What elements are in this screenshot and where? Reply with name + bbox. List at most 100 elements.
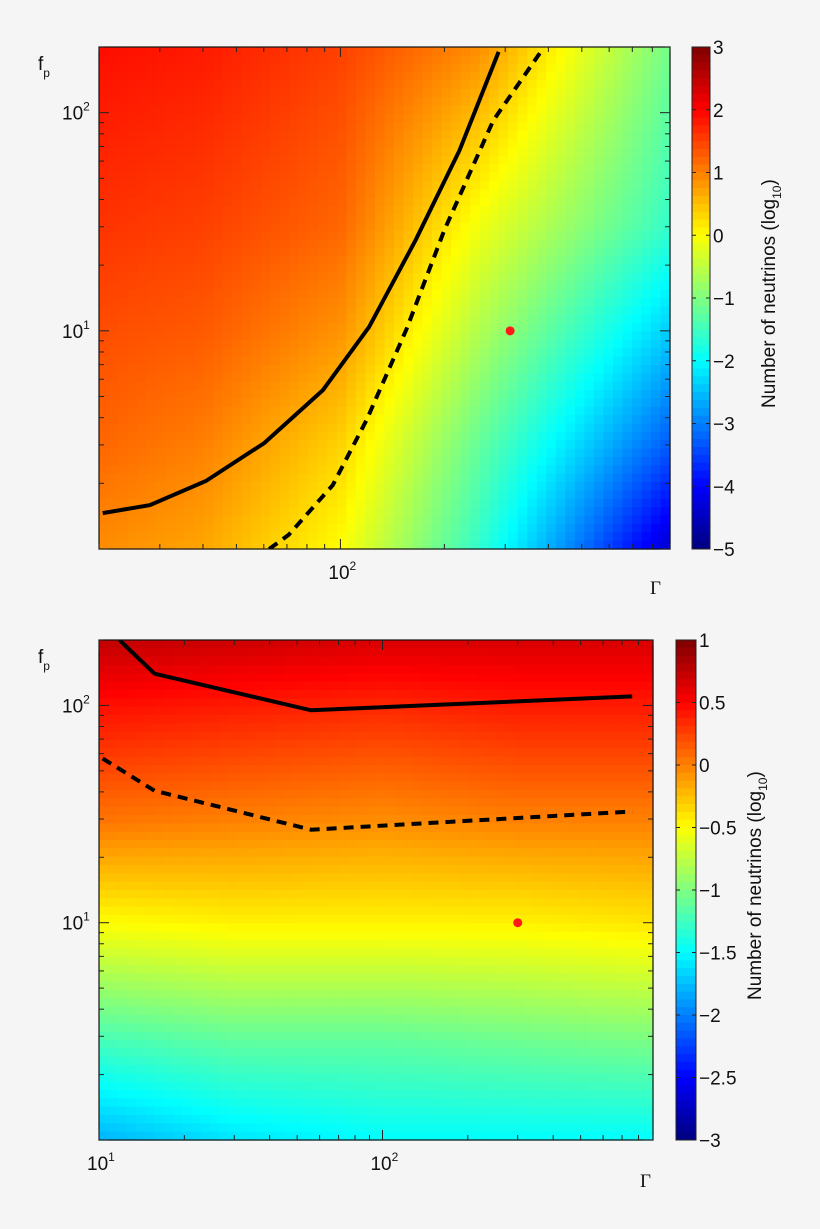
heatmap-cell	[99, 765, 109, 774]
heatmap-cell	[355, 440, 367, 450]
heatmap-cell	[441, 415, 452, 425]
heatmap-cell	[232, 180, 243, 190]
heatmap-cell	[432, 113, 443, 123]
heatmap-cell	[175, 47, 186, 56]
heatmap-cell	[403, 498, 414, 508]
heatmap-cell	[460, 515, 471, 525]
heatmap-cell	[489, 423, 500, 433]
heatmap-cell	[546, 231, 557, 241]
heatmap-cell	[126, 965, 137, 974]
heatmap-cell	[127, 63, 138, 73]
heatmap-cell	[460, 97, 471, 107]
heatmap-cell	[460, 348, 471, 358]
heatmap-cell	[394, 205, 405, 215]
heatmap-cell	[222, 122, 233, 132]
heatmap-cell	[175, 105, 186, 115]
heatmap-cell	[289, 448, 300, 458]
heatmap-cell	[641, 314, 652, 324]
heatmap-cell	[593, 298, 604, 307]
heatmap-cell	[182, 873, 192, 883]
heatmap-cell	[200, 790, 211, 799]
heatmap-cell	[346, 180, 357, 190]
heatmap-cell	[191, 1015, 202, 1024]
heatmap-cell	[289, 122, 300, 132]
heatmap-cell	[346, 47, 357, 56]
heatmap-cell	[108, 856, 119, 866]
heatmap-cell	[327, 448, 338, 458]
heatmap-cell	[650, 373, 662, 383]
heatmap-cell	[154, 1023, 165, 1033]
heatmap-cell	[346, 490, 357, 500]
heatmap-cell	[394, 373, 405, 383]
heatmap-cell	[241, 482, 252, 492]
heatmap-cell	[650, 239, 662, 249]
heatmap-cell	[165, 364, 176, 374]
heatmap-cell	[641, 130, 652, 140]
heatmap-cell	[99, 781, 109, 791]
heatmap-cell	[308, 381, 319, 391]
heatmap-cell	[99, 956, 109, 966]
heatmap-cell	[99, 331, 110, 341]
heatmap-cell	[603, 465, 614, 475]
heatmap-cell	[451, 423, 462, 433]
heatmap-cell	[156, 180, 167, 190]
heatmap-cell	[308, 55, 319, 65]
heatmap-cell	[209, 706, 220, 716]
heatmap-cell	[213, 164, 224, 174]
heatmap-cell	[536, 172, 547, 182]
heatmap-cell	[203, 197, 214, 207]
heatmap-cell	[274, 673, 285, 683]
heatmap-cell	[641, 155, 652, 165]
heatmap-cell	[172, 1040, 183, 1049]
heatmap-cell	[184, 155, 195, 165]
heatmap-cell	[117, 715, 128, 724]
heatmap-cell	[517, 205, 528, 215]
heatmap-cell	[182, 715, 192, 724]
heatmap-cell	[241, 272, 252, 282]
heatmap-cell	[175, 214, 186, 224]
heatmap-cell	[584, 239, 595, 249]
heatmap-cell	[191, 840, 202, 849]
heatmap-cell	[163, 731, 174, 741]
heatmap-cell	[165, 97, 176, 107]
heatmap-cell	[213, 431, 224, 441]
heatmap-cell	[99, 698, 109, 708]
heatmap-cell	[228, 1048, 239, 1058]
heatmap-cell	[146, 97, 157, 107]
heatmap-cell	[317, 122, 328, 132]
heatmap-cell	[498, 256, 509, 266]
heatmap-cell	[99, 80, 110, 90]
heatmap-cell	[470, 214, 481, 224]
heatmap-cell	[650, 306, 662, 316]
heatmap-cell	[163, 781, 174, 791]
y-axis-label: fp	[38, 54, 50, 80]
heatmap-cell	[660, 515, 671, 525]
heatmap-cell	[163, 990, 174, 999]
heatmap-cell	[194, 189, 205, 199]
heatmap-cell	[631, 172, 643, 182]
heatmap-cell	[270, 122, 281, 132]
heatmap-cell	[394, 448, 405, 458]
heatmap-cell	[237, 990, 248, 999]
heatmap-cell	[246, 1031, 257, 1041]
heatmap-cell	[432, 214, 443, 224]
heatmap-cell	[365, 339, 376, 349]
heatmap-cell	[289, 247, 300, 257]
heatmap-cell	[289, 381, 300, 391]
heatmap-cell	[603, 448, 614, 458]
heatmap-cell	[641, 507, 652, 517]
heatmap-cell	[317, 256, 328, 266]
heatmap-cell	[641, 197, 652, 207]
heatmap-cell	[384, 482, 395, 492]
heatmap-cell	[163, 740, 174, 749]
heatmap-cell	[163, 640, 174, 649]
heatmap-cell	[127, 205, 138, 215]
heatmap-cell	[308, 314, 319, 324]
heatmap-cell	[451, 314, 462, 324]
heatmap-cell	[184, 415, 195, 425]
heatmap-cell	[413, 532, 424, 542]
heatmap-cell	[237, 856, 248, 866]
heatmap-cell	[451, 180, 462, 190]
heatmap-cell	[126, 1073, 137, 1083]
heatmap-cell	[241, 398, 252, 408]
